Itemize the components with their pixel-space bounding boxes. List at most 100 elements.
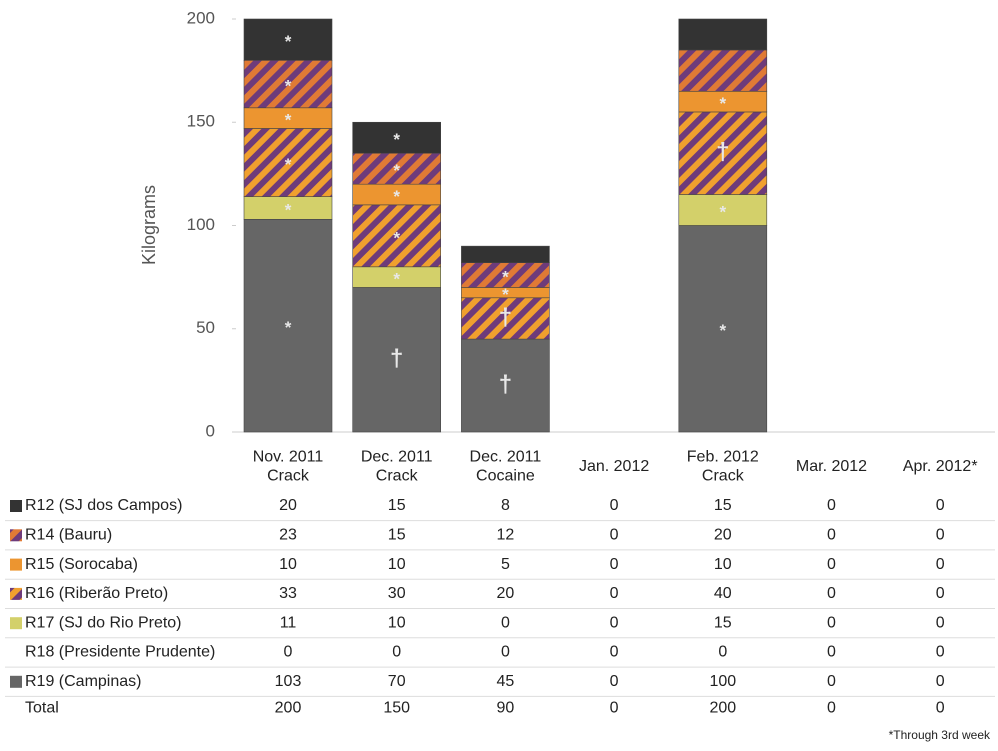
x-tick-label: Crack xyxy=(376,468,419,485)
table-cell: 0 xyxy=(827,673,836,690)
table-cell: 33 xyxy=(279,585,297,602)
bar-segment xyxy=(352,287,442,433)
bar-segment xyxy=(678,49,768,92)
table-cell: 20 xyxy=(279,497,297,514)
x-tick-label: Crack xyxy=(702,468,745,485)
legend-swatch xyxy=(10,675,22,688)
bar-segment xyxy=(243,128,333,197)
table-cell: 70 xyxy=(388,673,406,690)
table-cell: 0 xyxy=(827,527,836,544)
table-cell: 200 xyxy=(275,699,302,716)
y-tick-label: 200 xyxy=(187,8,215,27)
table-cell: 0 xyxy=(610,497,619,514)
table-cell: 0 xyxy=(827,556,836,573)
table-cell: 0 xyxy=(718,644,727,661)
legend-label: R12 (SJ dos Campos) xyxy=(25,497,182,514)
table-cell: 20 xyxy=(497,585,515,602)
table-cell: 0 xyxy=(936,699,945,716)
legend-label: R14 (Bauru) xyxy=(25,527,112,544)
bar-segment xyxy=(678,111,768,195)
segment-symbol: * xyxy=(393,161,400,180)
table-cell: 40 xyxy=(714,585,732,602)
bar-segment xyxy=(243,219,333,433)
table-cell: 8 xyxy=(501,497,510,514)
bar-segment xyxy=(243,18,333,61)
table-cell: 0 xyxy=(936,527,945,544)
segment-symbol: † xyxy=(390,345,403,372)
segment-symbol: * xyxy=(393,228,400,247)
x-tick-label: Dec. 2011 xyxy=(361,449,433,466)
segment-symbol: * xyxy=(719,94,726,113)
y-tick-label: 100 xyxy=(187,215,215,234)
y-tick-label: 150 xyxy=(187,112,215,131)
table-cell: 10 xyxy=(279,556,297,573)
legend-label: R17 (SJ do Rio Preto) xyxy=(25,614,182,631)
table-cell: 0 xyxy=(610,527,619,544)
bar-segment xyxy=(352,204,442,268)
table-cell: 15 xyxy=(388,497,406,514)
table-cell: 10 xyxy=(388,556,406,573)
table-cell: 0 xyxy=(501,614,510,631)
table-cell: 0 xyxy=(610,673,619,690)
segment-symbol: † xyxy=(499,304,512,331)
legend-label: R15 (Sorocaba) xyxy=(25,556,138,573)
legend-label: R18 (Presidente Prudente) xyxy=(25,644,215,661)
table-cell: 100 xyxy=(709,673,736,690)
x-tick-label: Feb. 2012 xyxy=(687,449,759,466)
bar-segment xyxy=(352,152,442,185)
table-cell: 23 xyxy=(279,527,297,544)
bar-segment xyxy=(461,338,550,433)
legend-swatch xyxy=(10,529,22,542)
legend-swatch xyxy=(10,617,22,630)
y-tick-label: 0 xyxy=(206,421,215,440)
table-cell: 0 xyxy=(610,585,619,602)
segment-symbol: * xyxy=(285,200,292,219)
footnote: *Through 3rd week xyxy=(889,728,991,742)
table-cell: 0 xyxy=(501,644,510,661)
bar-segment xyxy=(678,18,768,51)
bar-segment xyxy=(678,225,768,433)
table-cell: 10 xyxy=(388,614,406,631)
bar-segment xyxy=(461,245,550,263)
table-cell: 0 xyxy=(936,614,945,631)
segment-symbol: † xyxy=(716,139,729,166)
table-cell: 0 xyxy=(284,644,293,661)
table-cell: 15 xyxy=(714,497,732,514)
segment-symbol: * xyxy=(285,111,292,130)
total-label: Total xyxy=(25,699,59,716)
x-tick-label: Mar. 2012 xyxy=(796,458,867,475)
table-cell: 45 xyxy=(497,673,515,690)
legend-label: R19 (Campinas) xyxy=(25,673,141,690)
table-cell: 30 xyxy=(388,585,406,602)
table-cell: 0 xyxy=(936,644,945,661)
table-cell: 0 xyxy=(827,585,836,602)
legend-swatch xyxy=(10,587,22,600)
table-cell: 15 xyxy=(714,614,732,631)
segment-symbol: * xyxy=(393,270,400,289)
table-cell: 0 xyxy=(827,644,836,661)
y-axis-label: Kilograms xyxy=(139,185,159,265)
segment-symbol: * xyxy=(285,155,292,174)
table-cell: 0 xyxy=(610,644,619,661)
x-tick-label: Dec. 2011 xyxy=(470,449,542,466)
table-cell: 200 xyxy=(709,699,736,716)
table-cell: 0 xyxy=(827,614,836,631)
legend-swatch xyxy=(10,558,22,571)
x-tick-label: Jan. 2012 xyxy=(579,458,649,475)
table-cell: 11 xyxy=(280,614,297,631)
table-cell: 103 xyxy=(275,673,302,690)
table-cell: 0 xyxy=(610,614,619,631)
table-cell: 0 xyxy=(610,699,619,716)
legend-swatch xyxy=(10,500,22,512)
table-cell: 0 xyxy=(936,556,945,573)
table-cell: 150 xyxy=(383,699,410,716)
bar-segment xyxy=(461,262,550,288)
table-cell: 0 xyxy=(936,673,945,690)
legend-label: R16 (Riberão Preto) xyxy=(25,585,168,602)
bar-segment xyxy=(678,194,768,226)
x-tick-label: Crack xyxy=(267,468,310,485)
x-tick-label: Nov. 2011 xyxy=(253,449,324,466)
table-cell: 0 xyxy=(610,556,619,573)
table-cell: 90 xyxy=(497,699,515,716)
